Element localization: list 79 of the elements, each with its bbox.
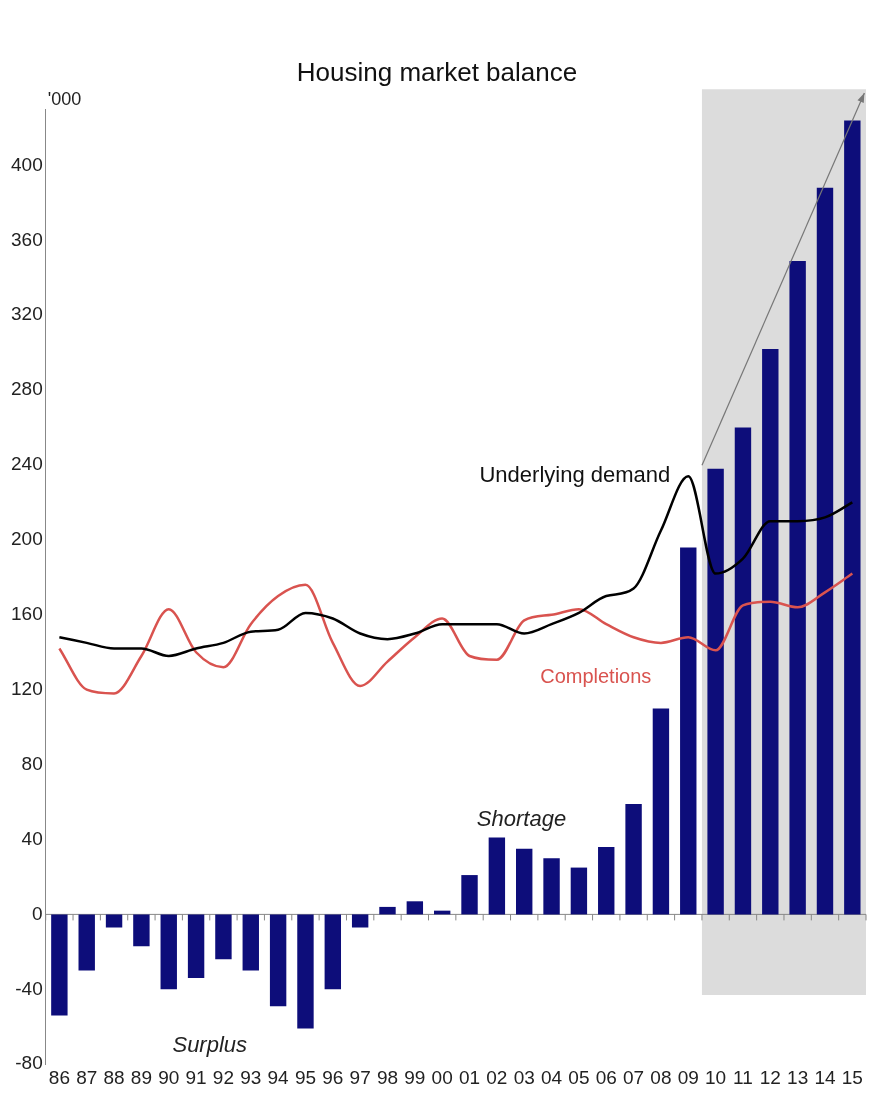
series-label: Completions (540, 664, 652, 687)
x-tick-label: 89 (130, 1066, 152, 1088)
bar (269, 914, 287, 1007)
y-tick-label: 320 (11, 303, 43, 325)
bar (516, 848, 533, 915)
x-tick-label: 98 (376, 1066, 399, 1088)
x-tick-label: 02 (486, 1066, 508, 1088)
y-tick-label: 40 (21, 827, 43, 849)
y-tick-label: 160 (11, 603, 43, 625)
y-tick-label: 240 (11, 453, 43, 475)
bar (816, 187, 834, 915)
y-tick-label: 120 (11, 677, 43, 699)
bar (324, 914, 342, 990)
x-tick-label: 01 (458, 1066, 481, 1088)
annotation: Shortage (476, 805, 567, 831)
x-tick-label: 09 (677, 1066, 699, 1088)
y-tick-label: -80 (15, 1052, 43, 1074)
bar (598, 846, 615, 915)
bar (488, 837, 506, 915)
x-tick-label: 00 (431, 1066, 453, 1088)
x-tick-label: 86 (48, 1066, 70, 1088)
y-tick-label: -40 (15, 977, 43, 999)
bar (297, 914, 314, 1029)
x-tick-label: 06 (595, 1066, 617, 1088)
y-tick-label: 280 (11, 378, 43, 400)
bar (789, 260, 806, 915)
chart-title: Housing market balance (296, 56, 578, 87)
y-axis-title: '000 (47, 89, 82, 110)
bar (844, 120, 861, 915)
x-tick-label: 12 (759, 1066, 781, 1088)
bar (570, 867, 588, 915)
y-tick-label: 400 (11, 153, 43, 175)
bar (379, 906, 396, 915)
x-tick-label: 15 (841, 1066, 863, 1088)
y-tick-label: 80 (21, 752, 43, 774)
x-tick-label: 95 (294, 1066, 317, 1088)
bar (187, 914, 205, 979)
x-tick-label: 90 (158, 1066, 180, 1088)
bar (78, 914, 95, 971)
x-tick-label: 04 (540, 1066, 563, 1088)
bar (105, 914, 123, 928)
bar (215, 914, 232, 960)
bar (160, 914, 177, 990)
bar (461, 875, 478, 915)
series-label: Underlying demand (479, 462, 671, 488)
line-series (58, 572, 854, 695)
x-tick-label: 92 (212, 1066, 234, 1088)
x-tick-label: 88 (103, 1066, 125, 1088)
x-tick-label: 97 (349, 1066, 371, 1088)
bar (652, 708, 670, 915)
x-tick-label: 99 (404, 1066, 426, 1088)
bar (242, 914, 259, 971)
x-tick-label: 08 (650, 1066, 672, 1088)
bar (625, 803, 642, 915)
bar (133, 914, 150, 947)
x-tick-label: 07 (623, 1066, 645, 1088)
bar (351, 914, 369, 928)
y-tick-label: 360 (11, 228, 43, 250)
annotation: Surplus (172, 1032, 248, 1058)
x-tick-label: 91 (185, 1066, 207, 1088)
x-tick-label: 03 (513, 1066, 535, 1088)
x-tick-label: 05 (568, 1066, 590, 1088)
bar (762, 348, 779, 915)
y-tick-label: 200 (11, 528, 43, 550)
bar (734, 427, 752, 915)
x-tick-label: 13 (787, 1066, 809, 1088)
bar (680, 547, 697, 915)
x-tick-label: 87 (76, 1066, 98, 1088)
y-tick-label: 0 (32, 902, 43, 924)
bar (707, 468, 724, 915)
x-tick-label: 14 (814, 1066, 836, 1088)
x-tick-label: 11 (733, 1066, 753, 1088)
bar (406, 901, 424, 915)
x-tick-label: 96 (322, 1066, 344, 1088)
bar (51, 914, 68, 1016)
x-tick-label: 94 (267, 1066, 290, 1088)
x-tick-label: 10 (705, 1066, 727, 1088)
bar (543, 858, 560, 915)
x-tick-label: 93 (240, 1066, 262, 1088)
